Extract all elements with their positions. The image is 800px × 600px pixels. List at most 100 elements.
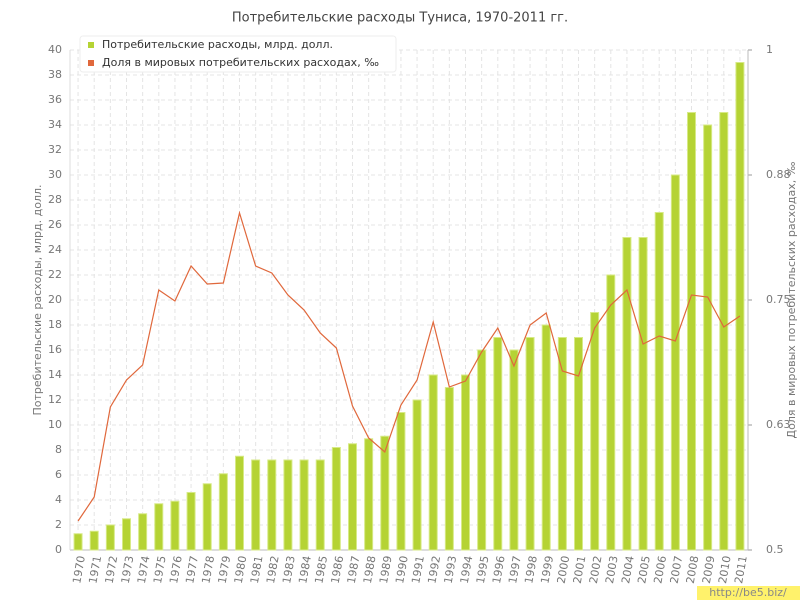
y-tick-label: 12 [48,393,62,406]
watermark-bg [697,586,800,600]
y-tick-label: 34 [48,118,62,131]
bar [105,524,115,551]
bar [202,483,212,551]
bar [493,337,503,551]
x-tick-label: 2001 [571,555,589,585]
y-tick-label: 22 [48,268,62,281]
chart-title: Потребительские расходы Туниса, 1970-201… [232,11,568,26]
bar [348,443,357,551]
x-tick-label: 1995 [474,555,492,585]
y-tick-label: 20 [48,293,62,306]
x-tick-label: 1991 [409,555,427,585]
x-tick-label: 1973 [119,555,137,585]
x-tick-label: 1974 [135,555,153,585]
x-tick-label: 1993 [442,555,460,585]
bar [235,455,244,551]
legend-label: Доля в мировых потребительских расходах,… [102,56,379,69]
x-tick-label: 1984 [296,555,314,585]
x-tick-label: 2010 [716,555,734,585]
x-tick-label: 1971 [86,555,104,585]
y-tick-label: 26 [48,218,62,231]
x-tick-label: 2006 [651,555,669,585]
bar [73,533,83,551]
x-tick-label: 2000 [555,555,573,585]
x-tick-label: 1981 [248,555,266,585]
bar [170,500,180,551]
y-tick-label: 24 [48,243,62,256]
bar [525,337,535,551]
bar [735,62,745,551]
y2-tick-label: 1 [766,43,773,56]
x-tick-label: 1992 [425,555,443,585]
x-tick-label: 1998 [522,555,540,585]
bar [331,447,341,551]
y-tick-label: 8 [55,443,62,456]
bar [267,459,277,551]
bar [461,374,470,551]
bar [218,473,228,551]
x-tick-label: 1990 [393,555,411,585]
bar [396,412,406,551]
x-tick-label: 1976 [167,555,185,585]
x-tick-label: 1997 [506,555,524,585]
bar [122,518,131,551]
bar [557,337,567,551]
bar [670,174,680,551]
bar [138,513,148,551]
bar [687,112,696,551]
bar [703,124,713,551]
bar [315,459,325,551]
x-tick-label: 1975 [151,555,169,585]
bar [574,337,583,551]
x-tick-label: 2011 [732,555,750,585]
x-tick-label: 1986 [329,555,347,585]
x-tick-label: 1980 [232,555,250,585]
bar [428,374,438,551]
x-tick-label: 1970 [70,555,88,585]
x-tick-label: 2009 [700,555,718,585]
x-tick-label: 1983 [280,555,298,585]
y2-tick-label: 0.88 [766,168,791,181]
y-tick-label: 2 [55,518,62,531]
bar [412,399,422,551]
bar [509,349,519,551]
bar [444,387,454,551]
bar [364,438,374,551]
legend-box [79,35,397,73]
x-tick-label: 1977 [183,555,201,585]
y-tick-label: 16 [48,343,62,356]
y-tick-label: 0 [55,543,62,556]
bar [251,459,261,551]
x-tick-label: 1989 [377,555,395,585]
bar [638,237,648,551]
x-tick-label: 1972 [103,555,121,585]
y-tick-label: 30 [48,168,62,181]
x-tick-label: 1994 [458,555,476,585]
x-tick-label: 2007 [668,555,686,585]
bar [606,274,616,551]
bar [622,237,632,551]
y2-axis-label: Доля в мировых потребительских расходах,… [785,161,798,438]
line [77,210,741,522]
x-tick-label: 1988 [361,555,379,585]
bar [654,212,664,551]
x-tick-label: 2004 [619,555,637,585]
bar [154,503,164,551]
x-tick-label: 1982 [264,555,282,585]
x-tick-label: 1978 [199,555,217,585]
x-tick-label: 1999 [538,555,556,585]
bar [590,312,600,551]
x-tick-label: 1987 [345,555,363,585]
y-tick-label: 40 [48,43,62,56]
y-tick-label: 6 [55,468,62,481]
y-tick-label: 4 [55,493,62,506]
x-tick-label: 2005 [635,555,653,585]
x-tick-label: 2002 [587,555,605,585]
y-tick-label: 28 [48,193,62,206]
bar [186,492,196,551]
x-tick-label: 2003 [603,555,621,585]
legend-swatch [88,42,94,48]
bar [477,349,487,551]
y2-tick-label: 0.75 [766,293,791,306]
